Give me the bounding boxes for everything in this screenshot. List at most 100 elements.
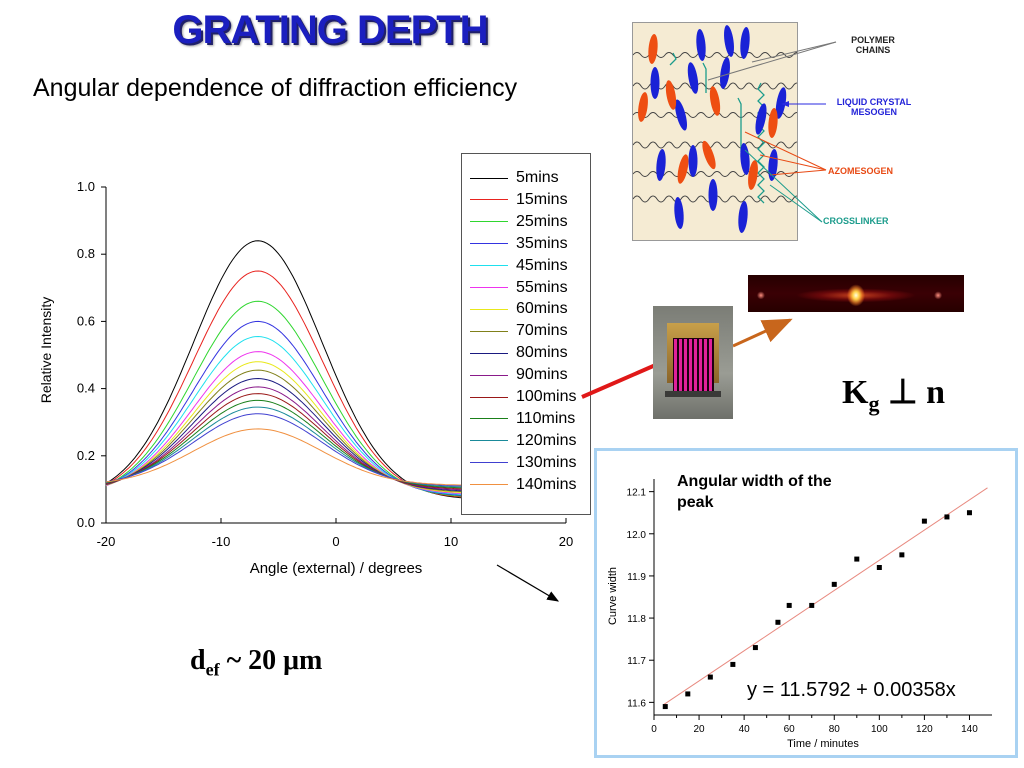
mesogen: [708, 179, 718, 211]
mesogen: [674, 99, 688, 131]
legend-swatch: [470, 265, 508, 267]
azomesogen: [709, 86, 721, 116]
azomesogen: [665, 80, 677, 110]
legend-item-45mins: 45mins: [470, 256, 568, 276]
legend-item-60mins: 60mins: [470, 299, 568, 319]
effective-depth-label: def ~ 20 μm: [190, 645, 323, 680]
curve-width-x-tick-label: 140: [961, 724, 978, 735]
mesogen: [740, 143, 750, 175]
curve-width-chart-marks: [662, 487, 988, 710]
legend-label: 25mins: [516, 212, 568, 230]
intensity-chart-legend: 5mins 15mins 25mins 35mins 45mins 55mins 60min…: [461, 153, 591, 515]
legend-label: 70mins: [516, 322, 568, 340]
legend-swatch: [470, 484, 508, 486]
legend-item-90mins: 90mins: [470, 365, 568, 385]
crosslinker: [757, 82, 765, 204]
legend-swatch: [470, 199, 508, 201]
azomesogen: [677, 154, 689, 184]
legend-item-15mins: 15mins: [470, 190, 568, 210]
curve-width-y-tick-label: 11.9: [627, 572, 646, 583]
intensity-x-tick-label: -10: [212, 534, 231, 549]
mesogen: [687, 62, 699, 94]
data-point: [966, 510, 972, 516]
curve-width-y-tick-label: 11.6: [627, 698, 646, 709]
inset-pointer-arrow: [496, 564, 560, 602]
legend-item-120mins: 120mins: [470, 431, 576, 451]
curve-width-y-tick-label: 11.8: [627, 614, 646, 625]
azomesogen: [702, 140, 716, 170]
curve-width-x-tick-label: 0: [651, 724, 657, 735]
legend-item-55mins: 55mins: [470, 278, 568, 298]
legend-label: 15mins: [516, 190, 568, 208]
legend-label: 140mins: [516, 475, 577, 493]
legend-swatch: [470, 462, 508, 464]
legend-swatch: [470, 396, 508, 398]
diffraction-pattern-photo: [748, 275, 964, 312]
curve-width-y-tick-label: 12.0: [627, 530, 647, 541]
fit-line: [662, 487, 988, 706]
legend-item-130mins: 130mins: [470, 453, 576, 473]
azomesogen: [748, 160, 758, 190]
legend-swatch: [470, 287, 508, 288]
data-point: [921, 518, 927, 524]
curve-width-x-tick-label: 100: [871, 724, 888, 735]
intensity-curve-140mins: [105, 428, 463, 486]
legend-item-140mins: 140mins: [470, 475, 576, 495]
mesogen: [724, 25, 734, 57]
curve-width-y-tick-label: 12.1: [627, 488, 647, 499]
legend-swatch: [470, 352, 508, 354]
intensity-chart: -20 -10 0 10 20 0.0 0.2 0.4 0.6 0.8 1.0 Angle (ext…: [38, 179, 573, 577]
data-point: [944, 514, 950, 520]
intensity-chart-curves: [105, 240, 463, 499]
polymer-chain: [632, 141, 802, 149]
legend-label: 45mins: [516, 256, 568, 274]
intensity-chart-x-label: Angle (external) / degrees: [250, 560, 423, 577]
fit-equation: y = 11.5792 + 0.00358x: [747, 679, 956, 701]
legend-label: 130mins: [516, 453, 577, 471]
curve-width-x-tick-label: 20: [694, 724, 706, 735]
grating-sample-photo: [653, 306, 733, 419]
data-point: [786, 602, 792, 608]
legend-item-80mins: 80mins: [470, 343, 568, 363]
mesogen: [688, 145, 698, 177]
curve-width-x-tick-label: 80: [829, 724, 841, 735]
polymer-chains-label: POLYMER CHAINS: [851, 35, 895, 55]
data-point: [730, 661, 736, 667]
legend-swatch: [470, 440, 508, 442]
mesogen: [755, 103, 767, 135]
intensity-x-tick-label: 20: [559, 534, 573, 549]
data-point: [899, 552, 905, 558]
mesogen: [674, 197, 684, 229]
curve-width-x-label: Time / minutes: [787, 738, 859, 750]
data-point: [775, 619, 781, 625]
polymer-network-illustration: [632, 25, 802, 233]
legend-swatch: [470, 177, 508, 179]
curve-width-x-tick-label: 60: [784, 724, 796, 735]
legend-label: 90mins: [516, 366, 568, 384]
intensity-curve-5mins: [105, 240, 463, 499]
data-point: [831, 581, 837, 587]
curve-width-x-tick-label: 40: [739, 724, 751, 735]
mesogen: [656, 149, 666, 181]
polymer-chain: [632, 82, 802, 90]
mesogen: [650, 67, 660, 99]
legend-item-35mins: 35mins: [470, 234, 568, 254]
crosslinker: [737, 97, 742, 152]
intensity-y-tick-label: 1.0: [77, 179, 95, 194]
legend-item-100mins: 100mins: [470, 387, 576, 407]
curve-width-y-label: Curve width: [607, 567, 619, 625]
azomesogen: [648, 34, 658, 64]
mesogen: [738, 201, 748, 233]
intensity-chart-y-label: Relative Intensity: [38, 297, 54, 404]
mesogen: [720, 57, 730, 89]
data-point: [876, 565, 882, 570]
legend-label: 55mins: [516, 278, 568, 296]
intensity-y-tick-label: 0.2: [77, 448, 95, 463]
slide-subtitle: Angular dependence of diffraction effici…: [33, 74, 518, 102]
legend-item-5mins: 5mins: [470, 168, 559, 188]
azomesogen: [768, 108, 778, 138]
slide-title: GRATING DEPTH: [172, 8, 488, 52]
data-point: [685, 691, 691, 697]
legend-swatch: [470, 374, 508, 376]
intensity-x-tick-label: 0: [332, 534, 339, 549]
